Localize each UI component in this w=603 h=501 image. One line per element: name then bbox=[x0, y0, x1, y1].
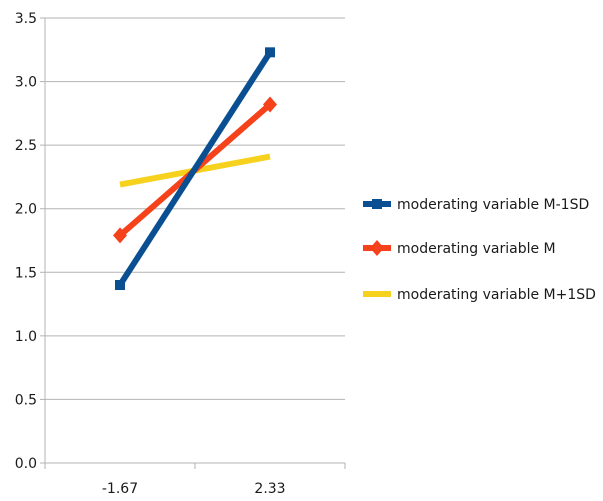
series-layer bbox=[113, 47, 277, 290]
y-tick-label: 2.5 bbox=[15, 138, 37, 154]
legend-item-0: moderating variable M-1SD bbox=[363, 197, 589, 213]
x-tick-label: -1.67 bbox=[102, 481, 138, 497]
data-point-diamond bbox=[263, 96, 277, 113]
y-tick-label: 0.0 bbox=[15, 456, 37, 472]
data-point-square bbox=[372, 199, 382, 209]
series-0 bbox=[115, 47, 275, 290]
legend-label: moderating variable M+1SD bbox=[397, 287, 596, 303]
series-line bbox=[117, 50, 273, 287]
x-tick-label: 2.33 bbox=[254, 481, 285, 497]
legend-label: moderating variable M-1SD bbox=[397, 197, 589, 213]
y-tick-label: 1.0 bbox=[15, 329, 37, 345]
y-tick-label: 1.5 bbox=[15, 265, 37, 281]
legend-item-2: moderating variable M+1SD bbox=[363, 287, 596, 303]
y-tick-label: 0.5 bbox=[15, 392, 37, 408]
y-tick-label: 3.0 bbox=[15, 75, 37, 91]
data-point-square bbox=[265, 47, 275, 58]
axes: 0.0 0.5 1.0 1.5 2.0 2.5 3.0 3.5 -1.67 2.33 bbox=[15, 11, 346, 497]
legend-label: moderating variable M bbox=[397, 241, 556, 257]
data-point-diamond bbox=[370, 240, 384, 256]
legend-item-1: moderating variable M bbox=[363, 240, 556, 257]
y-tick-label: 2.0 bbox=[15, 202, 37, 218]
gridlines bbox=[45, 17, 345, 400]
data-point-square bbox=[115, 280, 125, 290]
legend: moderating variable M-1SD moderating vari… bbox=[363, 197, 596, 303]
y-tick-label: 3.5 bbox=[15, 11, 37, 27]
data-point-diamond bbox=[113, 227, 127, 244]
